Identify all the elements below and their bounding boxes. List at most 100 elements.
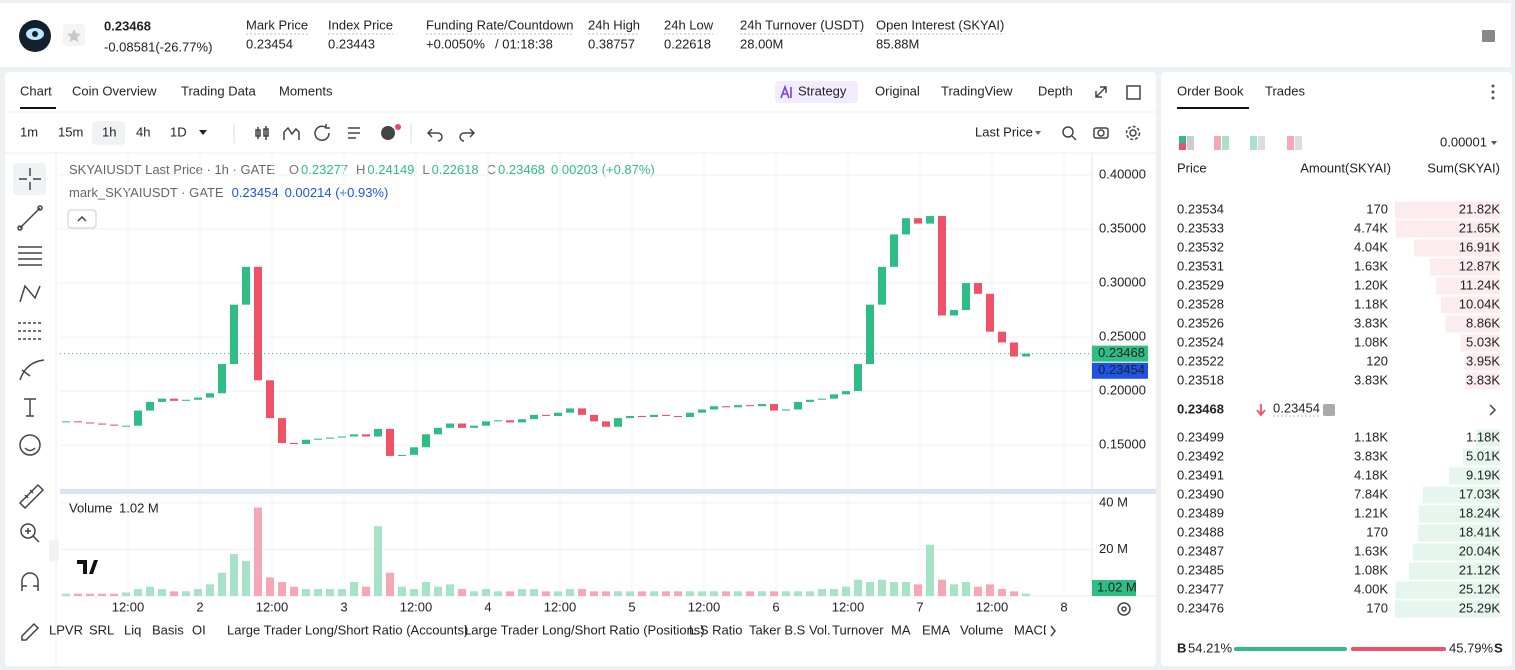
- depth-bar: [1395, 220, 1500, 238]
- book-header: Sum(SKYAI): [1427, 160, 1500, 175]
- indicator[interactable]: OI: [192, 622, 206, 637]
- book-tab[interactable]: Trades: [1265, 83, 1305, 98]
- book-price[interactable]: 0.23524: [1177, 334, 1224, 349]
- book-price[interactable]: 0.23477: [1177, 581, 1224, 596]
- candle: [662, 414, 670, 416]
- price-source-caret[interactable]: [1035, 131, 1041, 135]
- candle: [218, 364, 226, 394]
- book-price[interactable]: 0.23491: [1177, 467, 1224, 482]
- volume-bar: [662, 591, 670, 596]
- book-price[interactable]: 0.23499: [1177, 429, 1224, 444]
- interval[interactable]: 1D: [170, 124, 187, 139]
- window-icon[interactable]: [1126, 85, 1141, 100]
- collapse-legend[interactable]: [67, 209, 97, 229]
- interval[interactable]: 4h: [136, 124, 150, 139]
- chart-tab[interactable]: Moments: [279, 83, 333, 98]
- book-tab[interactable]: Order Book: [1177, 83, 1244, 98]
- precision[interactable]: 0.00001: [1440, 134, 1487, 149]
- candle: [890, 234, 898, 267]
- x-tick-label: 7: [916, 599, 923, 614]
- volume-bar: [146, 586, 154, 596]
- interval-caret[interactable]: [199, 130, 207, 135]
- interval[interactable]: 15m: [58, 124, 83, 139]
- indicator-scroll[interactable]: [1050, 625, 1056, 637]
- side-collapse[interactable]: [49, 540, 59, 562]
- indicator[interactable]: MACD: [1014, 622, 1052, 637]
- legend-line: SKYAIUSDT Last Price · 1h · GATE O 0.23277…: [69, 162, 655, 177]
- chart-tab[interactable]: Chart: [20, 83, 52, 98]
- indicator[interactable]: EMA: [922, 622, 951, 637]
- indicator[interactable]: Taker B.S Vol.: [749, 622, 831, 637]
- chart-tab[interactable]: Trading Data: [181, 83, 256, 98]
- depth-bar: [1395, 581, 1500, 599]
- book-price[interactable]: 0.23529: [1177, 277, 1224, 292]
- legend-title: SKYAIUSDT Last Price · 1h · GATE: [69, 162, 275, 177]
- volume-bar: [626, 591, 634, 596]
- book-price[interactable]: 0.23487: [1177, 543, 1224, 558]
- book-price[interactable]: 0.23532: [1177, 239, 1224, 254]
- indicator[interactable]: Basis: [152, 622, 184, 637]
- book-price[interactable]: 0.23518: [1177, 372, 1224, 387]
- precision-caret[interactable]: [1491, 141, 1497, 145]
- book-price[interactable]: 0.23526: [1177, 315, 1224, 330]
- candle: [446, 423, 454, 428]
- indicator[interactable]: SRL: [89, 622, 114, 637]
- book-price[interactable]: 0.23531: [1177, 258, 1224, 273]
- volume-bar: [710, 591, 718, 596]
- book-price[interactable]: 0.23485: [1177, 562, 1224, 577]
- book-price[interactable]: 0.23533: [1177, 220, 1224, 235]
- interval[interactable]: 1m: [20, 124, 38, 139]
- indicator[interactable]: L.S Ratio: [689, 622, 742, 637]
- orderbook-menu[interactable]: [1491, 84, 1495, 100]
- volume-bar: [818, 589, 826, 596]
- candle: [1010, 342, 1018, 357]
- orderbook-views[interactable]: [1179, 136, 1302, 150]
- indicator[interactable]: Turnover: [832, 622, 884, 637]
- book-price[interactable]: 0.23522: [1177, 353, 1224, 368]
- strategy-pill[interactable]: [775, 81, 858, 103]
- header-menu-icon[interactable]: [1482, 30, 1495, 42]
- depth-bar: [1460, 334, 1500, 352]
- candle: [362, 434, 370, 437]
- volume-bar: [554, 591, 562, 596]
- book-amount: 170: [1366, 524, 1388, 539]
- volume-bar: [458, 589, 466, 596]
- volume-bar: [218, 572, 226, 596]
- book-price[interactable]: 0.23534: [1177, 201, 1224, 216]
- book-amount: 170: [1366, 600, 1388, 615]
- book-price[interactable]: 0.23490: [1177, 486, 1224, 501]
- view-tab[interactable]: Depth: [1038, 83, 1073, 98]
- settings-icon[interactable]: [1117, 602, 1131, 616]
- indicator[interactable]: LPVR: [49, 622, 83, 637]
- last-price-box: [1092, 345, 1148, 362]
- indicator[interactable]: Large Trader Long/Short Ratio (Accounts): [227, 622, 468, 637]
- collapse-caret: [77, 215, 87, 222]
- volume-bar: [242, 561, 250, 596]
- fullscreen-icon[interactable]: [1095, 86, 1107, 98]
- toolbar-icons[interactable]: [255, 124, 1141, 142]
- book-price[interactable]: 0.23492: [1177, 448, 1224, 463]
- y-tick-label: 0.30000: [1099, 274, 1146, 289]
- candle: [686, 412, 694, 418]
- expand-chevron[interactable]: [1489, 404, 1497, 416]
- favorite-star: [66, 29, 81, 43]
- book-price[interactable]: 0.23488: [1177, 524, 1224, 539]
- view-tab[interactable]: Strategy: [798, 83, 847, 98]
- book-price[interactable]: 0.23489: [1177, 505, 1224, 520]
- drawing-tools[interactable]: [17, 168, 45, 641]
- volume-bar: [230, 554, 238, 596]
- view-tab[interactable]: TradingView: [941, 83, 1013, 98]
- indicator[interactable]: Large Trader Long/Short Ratio (Positions…: [464, 622, 705, 637]
- interval[interactable]: 1h: [102, 124, 116, 139]
- book-price[interactable]: 0.23528: [1177, 296, 1224, 311]
- book-price[interactable]: 0.23476: [1177, 600, 1224, 615]
- chart-tab[interactable]: Coin Overview: [72, 83, 157, 98]
- book-sum: 25.12K: [1459, 581, 1501, 596]
- indicator[interactable]: Liq: [124, 622, 141, 637]
- price-source[interactable]: Last Price: [975, 124, 1033, 139]
- depth-bar: [1465, 372, 1500, 390]
- view-tab[interactable]: Original: [875, 83, 920, 98]
- indicator[interactable]: MA: [891, 622, 911, 637]
- indicator[interactable]: Volume: [960, 622, 1003, 637]
